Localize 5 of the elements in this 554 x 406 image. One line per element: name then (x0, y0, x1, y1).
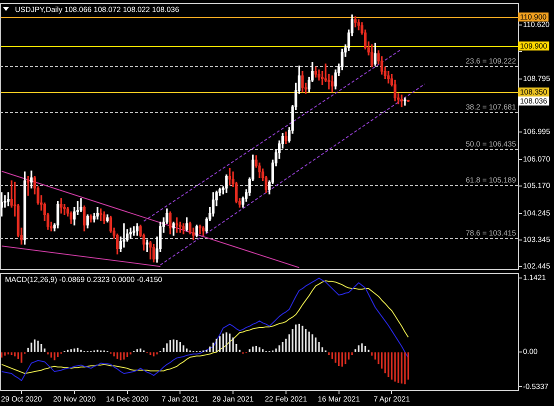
candlestick (198, 224, 202, 234)
candlestick (129, 228, 132, 239)
candlestick (404, 98, 406, 106)
candlestick (80, 198, 82, 212)
candlestick (122, 223, 126, 248)
